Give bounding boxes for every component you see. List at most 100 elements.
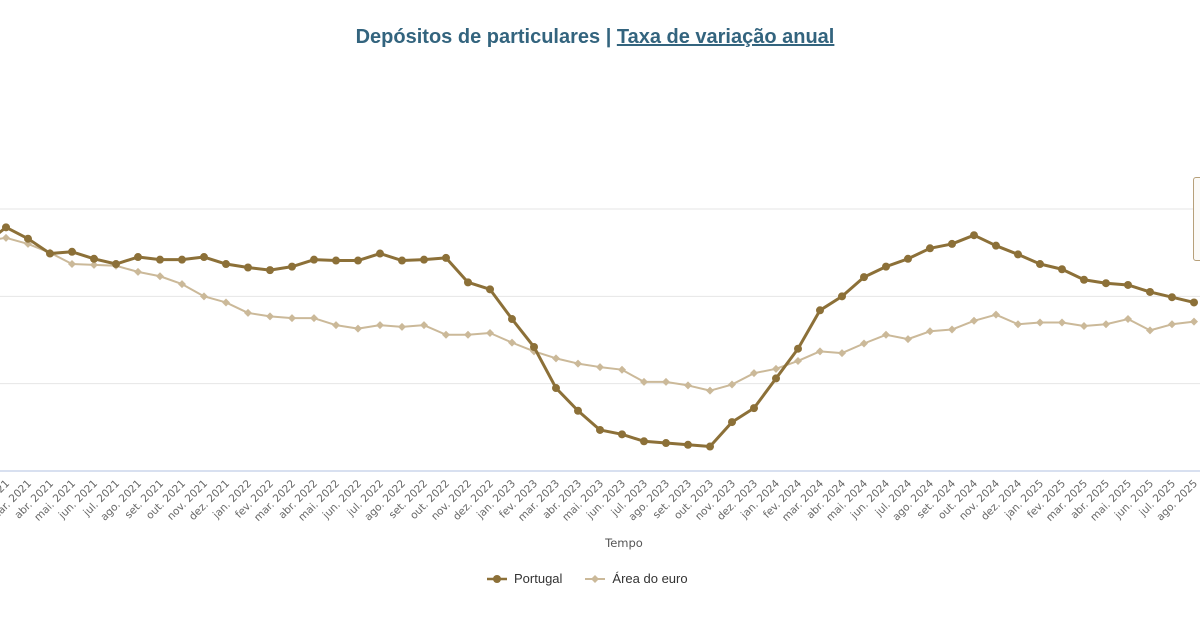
data-point[interactable] xyxy=(68,247,76,256)
data-point[interactable] xyxy=(442,330,450,339)
data-point[interactable] xyxy=(684,440,692,449)
data-point[interactable] xyxy=(200,253,208,262)
data-point[interactable] xyxy=(508,338,516,347)
data-point[interactable] xyxy=(112,260,120,269)
data-point[interactable] xyxy=(200,292,208,301)
data-point[interactable] xyxy=(728,380,736,389)
data-point[interactable] xyxy=(552,384,560,393)
data-point[interactable] xyxy=(442,253,450,262)
data-point[interactable] xyxy=(926,244,934,253)
data-point[interactable] xyxy=(838,349,846,358)
data-point[interactable] xyxy=(332,321,340,330)
data-point[interactable] xyxy=(178,280,186,289)
data-point[interactable] xyxy=(574,359,582,368)
data-point[interactable] xyxy=(1124,280,1132,289)
data-point[interactable] xyxy=(904,335,912,344)
data-point[interactable] xyxy=(992,310,1000,319)
legend-item-area-do-euro[interactable]: Área do euro xyxy=(584,571,688,586)
data-point[interactable] xyxy=(1058,265,1066,274)
data-point[interactable] xyxy=(332,256,340,265)
data-point[interactable] xyxy=(310,314,318,323)
data-point[interactable] xyxy=(134,253,142,262)
data-point[interactable] xyxy=(288,262,296,271)
data-point[interactable] xyxy=(662,439,670,448)
data-point[interactable] xyxy=(1036,318,1044,327)
data-point[interactable] xyxy=(420,255,428,264)
data-point[interactable] xyxy=(156,255,164,264)
data-point[interactable] xyxy=(552,354,560,363)
data-point[interactable] xyxy=(1102,279,1110,288)
data-point[interactable] xyxy=(948,239,956,248)
data-point[interactable] xyxy=(904,254,912,263)
data-point[interactable] xyxy=(266,266,274,275)
data-point[interactable] xyxy=(750,369,758,378)
data-point[interactable] xyxy=(420,321,428,330)
data-point[interactable] xyxy=(728,418,736,427)
data-point[interactable] xyxy=(90,260,98,269)
data-point[interactable] xyxy=(1190,317,1198,326)
data-point[interactable] xyxy=(1014,250,1022,259)
data-point[interactable] xyxy=(816,347,824,356)
data-point[interactable] xyxy=(156,272,164,281)
data-point[interactable] xyxy=(662,377,670,386)
data-point[interactable] xyxy=(486,329,494,338)
data-point[interactable] xyxy=(860,273,868,282)
data-point[interactable] xyxy=(838,292,846,301)
data-point[interactable] xyxy=(288,314,296,323)
data-point[interactable] xyxy=(816,306,824,315)
data-point[interactable] xyxy=(1190,298,1198,307)
data-point[interactable] xyxy=(992,241,1000,250)
data-point[interactable] xyxy=(2,223,10,232)
data-point[interactable] xyxy=(1168,293,1176,302)
data-point[interactable] xyxy=(486,285,494,294)
data-point[interactable] xyxy=(1146,326,1154,335)
data-point[interactable] xyxy=(772,364,780,373)
data-point[interactable] xyxy=(46,249,54,258)
data-point[interactable] xyxy=(222,298,230,307)
data-point[interactable] xyxy=(1146,287,1154,296)
data-point[interactable] xyxy=(1058,318,1066,327)
data-point[interactable] xyxy=(750,404,758,413)
legend-item-portugal[interactable]: Portugal xyxy=(486,571,562,586)
data-point[interactable] xyxy=(266,312,274,321)
data-point[interactable] xyxy=(948,325,956,334)
data-point[interactable] xyxy=(178,255,186,264)
data-point[interactable] xyxy=(1124,315,1132,324)
data-point[interactable] xyxy=(618,365,626,374)
data-point[interactable] xyxy=(398,322,406,331)
chart-title-link[interactable]: Taxa de variação anual xyxy=(616,26,835,48)
data-point[interactable] xyxy=(508,315,516,324)
data-point[interactable] xyxy=(310,255,318,264)
data-point[interactable] xyxy=(376,249,384,258)
data-point[interactable] xyxy=(706,386,714,395)
data-point[interactable] xyxy=(970,231,978,240)
data-point[interactable] xyxy=(530,342,538,351)
data-point[interactable] xyxy=(24,234,32,243)
data-point[interactable] xyxy=(464,330,472,339)
data-point[interactable] xyxy=(794,344,802,353)
data-point[interactable] xyxy=(398,256,406,265)
data-point[interactable] xyxy=(134,267,142,276)
data-point[interactable] xyxy=(640,377,648,386)
data-point[interactable] xyxy=(882,330,890,339)
data-point[interactable] xyxy=(640,437,648,446)
data-point[interactable] xyxy=(68,260,76,269)
data-point[interactable] xyxy=(1014,320,1022,329)
data-point[interactable] xyxy=(882,262,890,271)
data-point[interactable] xyxy=(1036,260,1044,269)
data-point[interactable] xyxy=(354,324,362,333)
data-point[interactable] xyxy=(706,442,714,451)
data-point[interactable] xyxy=(772,374,780,383)
data-point[interactable] xyxy=(1080,322,1088,331)
data-point[interactable] xyxy=(1102,320,1110,329)
data-point[interactable] xyxy=(1080,275,1088,284)
data-point[interactable] xyxy=(596,425,604,434)
data-point[interactable] xyxy=(2,233,10,242)
data-point[interactable] xyxy=(860,339,868,348)
data-point[interactable] xyxy=(970,316,978,325)
data-point[interactable] xyxy=(376,321,384,330)
data-point[interactable] xyxy=(618,430,626,439)
data-point[interactable] xyxy=(244,263,252,272)
data-point[interactable] xyxy=(354,256,362,265)
data-point[interactable] xyxy=(244,308,252,317)
